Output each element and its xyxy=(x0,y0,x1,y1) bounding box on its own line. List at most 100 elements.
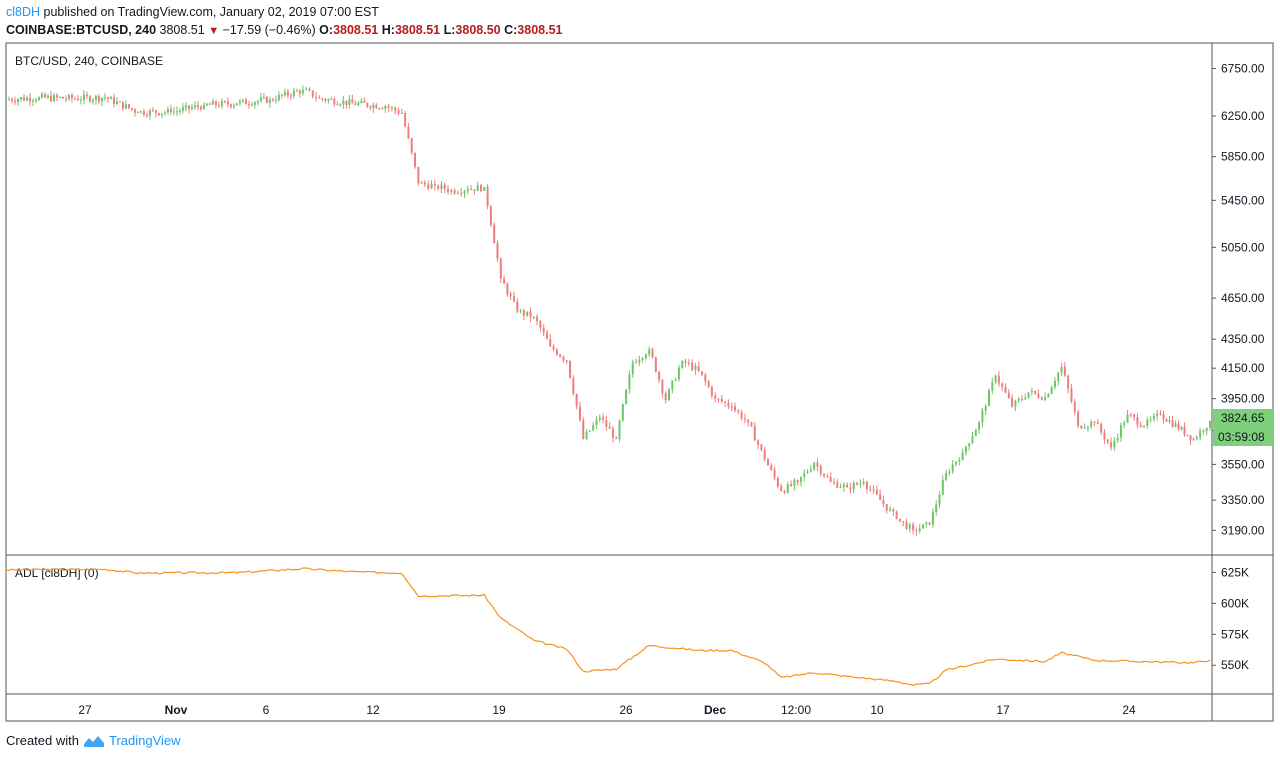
candle-body xyxy=(440,184,443,189)
candle-body xyxy=(770,465,773,470)
candle-body xyxy=(1202,430,1205,432)
candle-body xyxy=(46,95,49,98)
candle-body xyxy=(25,97,28,101)
candle-body xyxy=(369,106,372,109)
candle-body xyxy=(1149,419,1152,421)
candle-body xyxy=(232,105,235,107)
candle-body xyxy=(1044,397,1047,400)
candle-body xyxy=(806,471,809,473)
candle-body xyxy=(417,166,420,184)
candle-body xyxy=(654,357,657,372)
candle-body xyxy=(793,480,796,486)
candle-body xyxy=(1119,425,1122,438)
candle-body xyxy=(582,419,585,439)
candle-body xyxy=(470,189,473,191)
author-link[interactable]: cl8DH xyxy=(6,5,41,19)
candle-body xyxy=(1040,397,1043,400)
candle-body xyxy=(61,96,64,99)
candle-body xyxy=(997,375,1000,384)
candle-body xyxy=(1192,438,1195,441)
candle-body xyxy=(1001,383,1004,387)
candle-body xyxy=(178,110,181,112)
candle-body xyxy=(951,464,954,472)
time-tick-label: 17 xyxy=(996,703,1010,717)
candle-body xyxy=(813,462,816,470)
candle-body xyxy=(981,410,984,423)
candle-body xyxy=(608,426,611,429)
candle-body xyxy=(1180,426,1183,430)
tradingview-link[interactable]: TradingView xyxy=(108,733,181,748)
candle-body xyxy=(625,389,628,405)
candle-body xyxy=(865,481,868,490)
candle-body xyxy=(160,113,163,116)
candle-body xyxy=(509,294,512,297)
candle-body xyxy=(1152,415,1155,420)
candle-body xyxy=(1199,430,1202,438)
candle-body xyxy=(496,243,499,259)
candle-body xyxy=(94,96,97,100)
candle-body xyxy=(809,469,812,472)
candle-body xyxy=(572,378,575,394)
candle-body xyxy=(271,99,274,101)
candle-body xyxy=(549,338,552,347)
candle-body xyxy=(400,113,403,115)
candle-body xyxy=(49,95,52,101)
candle-body xyxy=(244,99,247,105)
price-tick-label: 4350.00 xyxy=(1221,332,1265,346)
candle-body xyxy=(259,97,262,101)
price-tick-label: 4650.00 xyxy=(1221,291,1265,305)
candle-body xyxy=(1014,400,1017,407)
time-tick-label: 6 xyxy=(263,703,270,717)
symbol-label: COINBASE:BTCUSD, 240 xyxy=(6,23,157,37)
candle-body xyxy=(100,98,103,102)
candle-body xyxy=(366,102,369,107)
candle-body xyxy=(730,406,733,408)
candle-body xyxy=(912,524,915,531)
candle-body xyxy=(433,183,436,186)
candle-body xyxy=(124,104,127,109)
candle-body xyxy=(13,100,16,103)
candle-body xyxy=(562,356,565,361)
candle-body xyxy=(166,109,169,113)
adl-line xyxy=(5,567,1211,686)
candle-body xyxy=(172,111,175,113)
candle-body xyxy=(628,374,631,390)
candle-body xyxy=(1103,432,1106,440)
candle-body xyxy=(958,460,961,462)
candle-body xyxy=(211,101,214,105)
adl-tick-label: 550K xyxy=(1221,658,1249,672)
candle-body xyxy=(760,444,763,450)
candle-body xyxy=(1123,422,1126,426)
candle-body xyxy=(1171,420,1174,427)
candle-body xyxy=(384,106,387,109)
candle-body xyxy=(1060,366,1063,373)
candle-body xyxy=(918,528,921,531)
candle-body xyxy=(1143,425,1146,427)
candle-body xyxy=(519,310,522,312)
candle-body xyxy=(717,398,720,400)
candle-body xyxy=(849,487,852,490)
candle-body xyxy=(889,509,892,511)
candle-body xyxy=(895,511,898,519)
candle-body xyxy=(375,104,378,109)
candle-body xyxy=(301,89,304,94)
candle-body xyxy=(67,95,70,99)
candle-body xyxy=(486,186,489,207)
candle-body xyxy=(420,182,423,184)
candle-body xyxy=(196,105,199,107)
candle-body xyxy=(783,490,786,493)
candle-body xyxy=(552,346,555,350)
candle-body xyxy=(740,411,743,419)
candle-body xyxy=(324,99,327,101)
candle-body xyxy=(1205,427,1208,432)
candle-body xyxy=(539,321,542,329)
candle-body xyxy=(935,504,938,512)
candle-body xyxy=(648,349,651,355)
candle-body xyxy=(55,95,58,98)
candle-body xyxy=(381,108,384,110)
candle-body xyxy=(427,184,430,189)
candle-body xyxy=(345,100,348,105)
chart-canvas[interactable]: BTC/USD, 240, COINBASE ADL [cl8DH] (0) 6… xyxy=(0,0,1280,728)
candle-body xyxy=(684,360,687,363)
candle-body xyxy=(592,425,595,431)
